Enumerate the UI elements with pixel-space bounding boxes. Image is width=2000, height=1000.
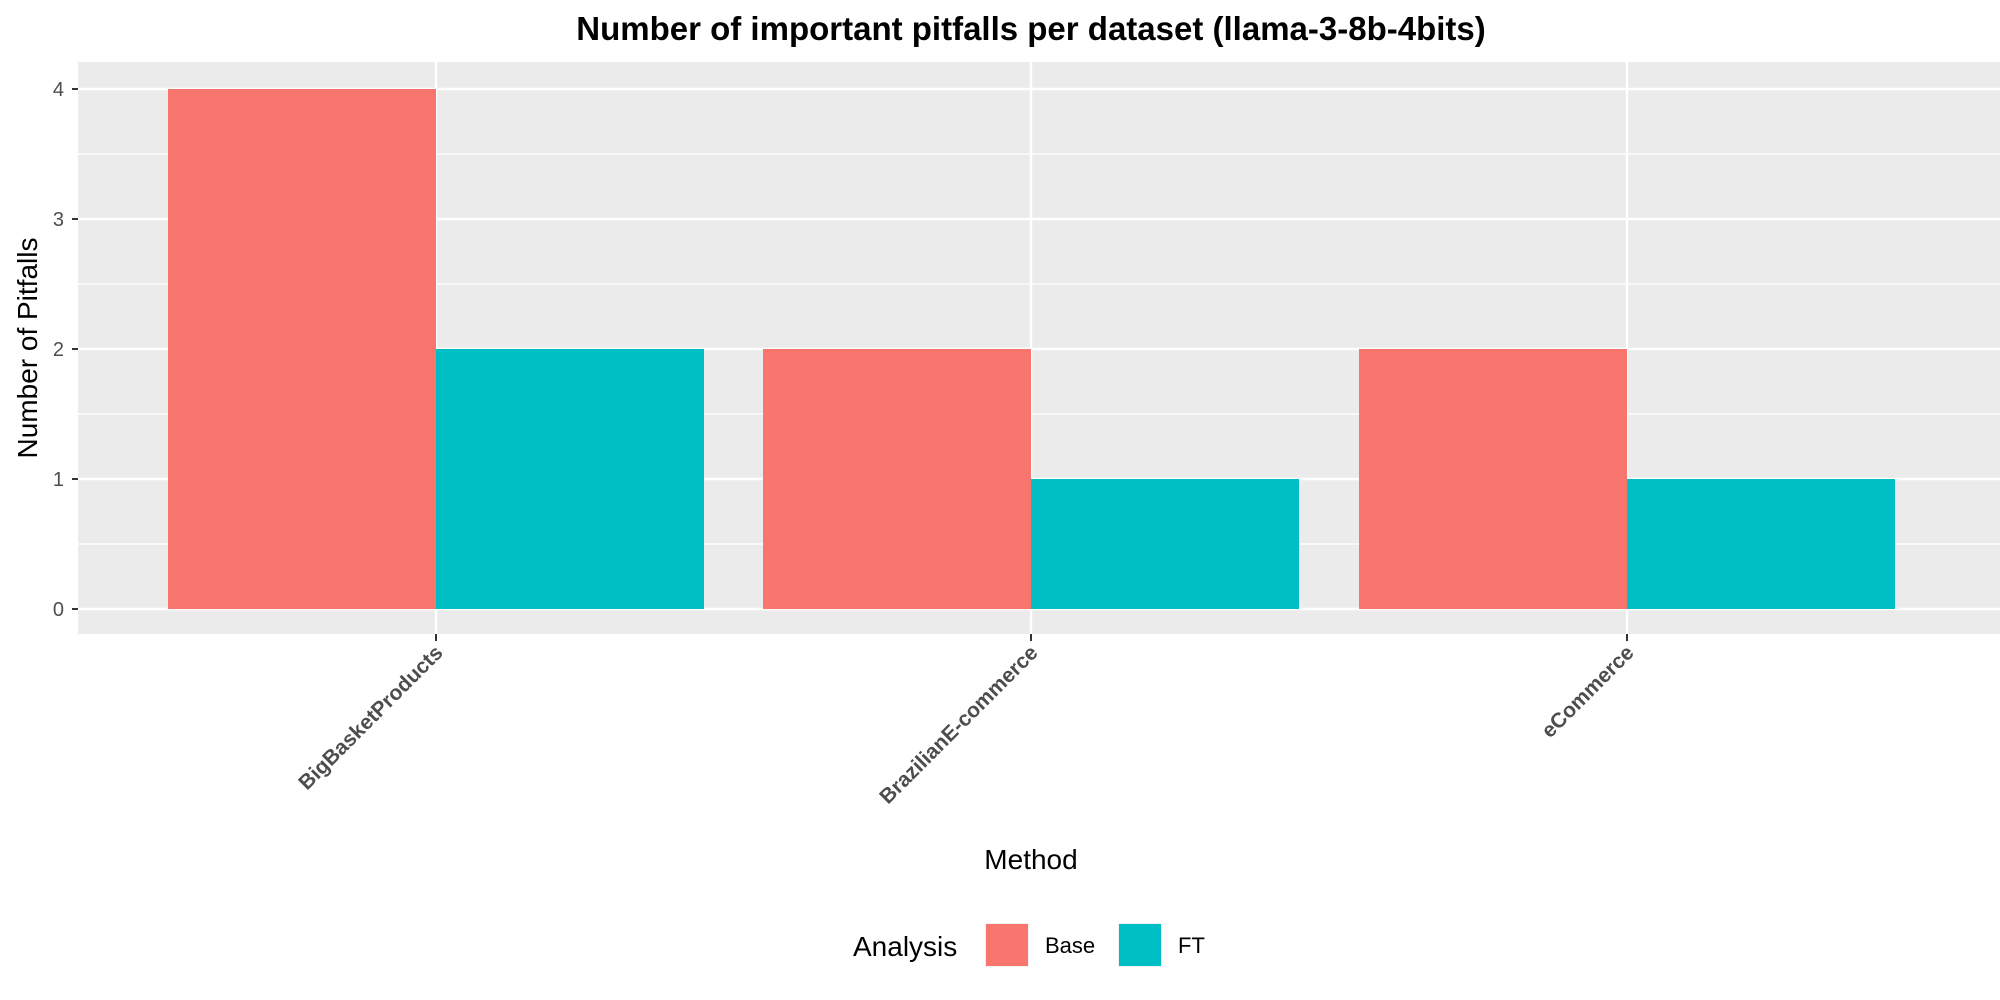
legend-label-ft: FT <box>1178 933 1205 958</box>
bar-ft <box>436 349 704 609</box>
legend-title: Analysis <box>853 931 957 962</box>
legend-key-base <box>986 924 1028 966</box>
chart-title: Number of important pitfalls per dataset… <box>576 10 1485 47</box>
legend-key-ft <box>1119 924 1161 966</box>
y-axis: 0 1 2 3 4 <box>53 79 78 621</box>
y-tick-label: 1 <box>53 469 64 491</box>
legend: Analysis Base FT <box>853 923 1205 967</box>
x-tick-label: eCommerce <box>1537 641 1638 742</box>
x-axis-title: Method <box>984 844 1077 875</box>
x-tick-label: BigBasketProducts <box>294 641 447 794</box>
y-tick-label: 2 <box>53 339 64 361</box>
legend-label-base: Base <box>1045 933 1095 958</box>
legend-items: Base FT <box>985 923 1205 967</box>
y-axis-title: Number of Pitfalls <box>12 238 43 459</box>
y-tick-label: 3 <box>53 209 64 231</box>
x-tick-label: BrazilianE-commerce <box>875 641 1042 808</box>
bar-ft <box>1031 479 1299 609</box>
bar-base <box>763 349 1031 609</box>
y-tick-label: 0 <box>53 599 64 621</box>
bars <box>168 89 1895 609</box>
bar-ft <box>1627 479 1895 609</box>
x-axis: BigBasketProducts BrazilianE-commerce eCom… <box>294 634 1639 809</box>
y-tick-label: 4 <box>53 79 64 101</box>
bar-base <box>168 89 436 609</box>
bar-base <box>1359 349 1627 609</box>
